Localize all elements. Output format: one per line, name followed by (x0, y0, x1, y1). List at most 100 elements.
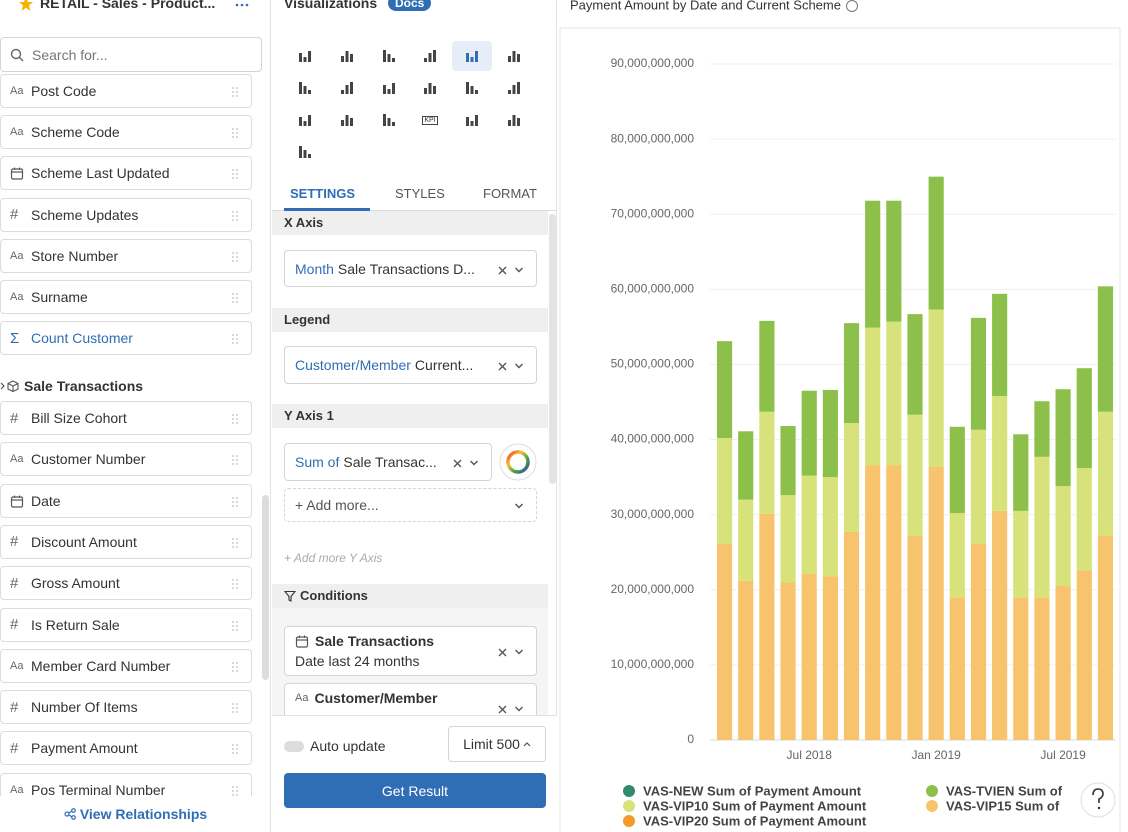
chart-type-icon[interactable] (494, 41, 534, 71)
group-title: Sale Transactions (24, 378, 143, 394)
search-box[interactable]: Search for... (0, 37, 262, 72)
remove-icon[interactable] (497, 647, 508, 658)
remove-icon[interactable] (497, 704, 508, 715)
rect-part (388, 118, 391, 126)
drag-handle (231, 454, 239, 466)
rect-part (513, 85, 516, 94)
chart-type-icon[interactable] (285, 105, 325, 135)
remove-icon[interactable] (497, 361, 508, 372)
dropdown-icon[interactable] (469, 458, 479, 468)
bar-segment (780, 583, 795, 740)
chart-type-icon[interactable] (452, 41, 492, 71)
chart-type-icon[interactable] (369, 105, 409, 135)
view-relationships[interactable]: View Relationships (0, 800, 271, 828)
bar-segment (1077, 468, 1092, 570)
chart-type-icon[interactable] (410, 73, 450, 103)
chart-type-icon[interactable] (285, 41, 325, 71)
field-row[interactable]: AaPos Terminal Number (0, 773, 252, 796)
remove-icon[interactable] (452, 458, 463, 469)
field-prefix: Customer/Member (295, 357, 411, 373)
add-more-field[interactable]: + Add more... (284, 488, 537, 522)
add-y-axis[interactable]: + Add more Y Axis (284, 551, 382, 565)
settings-tab[interactable]: STYLES (395, 186, 445, 201)
limit-select[interactable]: Limit 500 (448, 726, 546, 762)
chart-type-icon[interactable] (452, 73, 492, 103)
docs-badge[interactable]: Docs (388, 0, 431, 11)
color-picker[interactable] (498, 442, 538, 482)
rect-part (350, 82, 353, 94)
toggle-switch (284, 741, 304, 752)
field-row[interactable]: #Gross Amount (0, 566, 252, 600)
section-title: Y Axis 1 (284, 408, 334, 423)
help-button[interactable] (1081, 783, 1115, 817)
rect-part (517, 54, 520, 62)
chart-type-icon[interactable] (452, 105, 492, 135)
field-row[interactable]: AaCustomer Number (0, 442, 252, 476)
circle-part (232, 579, 234, 581)
field-selector[interactable]: Sum ofSale Transac... (284, 443, 492, 481)
field-row[interactable]: #Payment Amount (0, 731, 252, 765)
chart-type-icon[interactable] (369, 73, 409, 103)
rect-part (475, 51, 478, 62)
viz-scrollbar (549, 214, 556, 484)
condition-item[interactable]: Sale TransactionsDate last 24 months (284, 626, 537, 676)
settings-tab[interactable]: FORMAT (483, 186, 537, 201)
section-header: Conditions (272, 584, 548, 608)
dropdown-icon[interactable] (514, 501, 524, 511)
limit-label: Limit 500 (463, 736, 520, 752)
chart-type-icon[interactable] (285, 137, 325, 167)
chart-type-icon[interactable] (285, 73, 325, 103)
bar-segment (802, 574, 817, 740)
path-part (499, 363, 506, 370)
path-part (471, 461, 478, 465)
chart-type-icon[interactable] (494, 73, 534, 103)
circle-part (232, 583, 234, 585)
bar-segment (780, 426, 795, 495)
circle-part (236, 169, 238, 171)
y-tick-label: 30,000,000,000 (611, 507, 695, 521)
dropdown-icon[interactable] (514, 704, 524, 714)
field-row[interactable]: ΣCount Customer (0, 321, 252, 355)
dropdown-icon[interactable] (514, 265, 524, 275)
field-row[interactable]: #Scheme Updates (0, 198, 252, 232)
g-part (232, 703, 238, 713)
circle-part (232, 587, 234, 589)
chart-type-glyph (298, 113, 312, 127)
dropdown-icon[interactable] (514, 361, 524, 371)
rect-part (517, 118, 520, 126)
more-icon[interactable] (234, 2, 250, 8)
auto-update-toggle[interactable]: Auto update (284, 738, 386, 754)
get-result-button[interactable]: Get Result (284, 773, 546, 808)
chart-type-icon[interactable] (410, 41, 450, 71)
field-row[interactable]: AaPost Code (0, 74, 252, 108)
chart-type-icon[interactable]: KPI (410, 105, 450, 135)
chart-type-icon[interactable] (369, 41, 409, 71)
circle-part (232, 256, 234, 258)
bar-segment (886, 322, 901, 465)
bar-segment (907, 314, 922, 415)
circle-part (232, 497, 234, 499)
field-selector[interactable]: MonthSale Transactions D... (284, 250, 537, 287)
remove-icon[interactable] (497, 265, 508, 276)
field-selector[interactable]: Customer/MemberCurrent... (284, 346, 537, 384)
chart-type-icon[interactable] (327, 105, 367, 135)
chart-type-icon[interactable] (327, 73, 367, 103)
settings-tab[interactable]: SETTINGS (290, 186, 355, 201)
field-name: Current... (415, 357, 473, 373)
chart-type-icon[interactable] (494, 105, 534, 135)
field-row[interactable]: AaScheme Code (0, 115, 252, 149)
circle-part (236, 497, 238, 499)
dropdown-icon[interactable] (514, 647, 524, 657)
circle-part (232, 334, 234, 336)
field-row[interactable]: AaStore Number (0, 239, 252, 273)
field-row[interactable]: Date (0, 484, 252, 518)
field-row[interactable]: AaSurname (0, 280, 252, 314)
field-row[interactable]: #Number Of Items (0, 690, 252, 724)
chart-type-icon[interactable] (327, 41, 367, 71)
field-row[interactable]: Scheme Last Updated (0, 156, 252, 190)
field-row[interactable]: #Is Return Sale (0, 608, 252, 642)
field-row[interactable]: #Bill Size Cohort (0, 401, 252, 435)
field-row[interactable]: #Discount Amount (0, 525, 252, 559)
field-row[interactable]: AaMember Card Number (0, 649, 252, 683)
rect-part (471, 121, 474, 126)
